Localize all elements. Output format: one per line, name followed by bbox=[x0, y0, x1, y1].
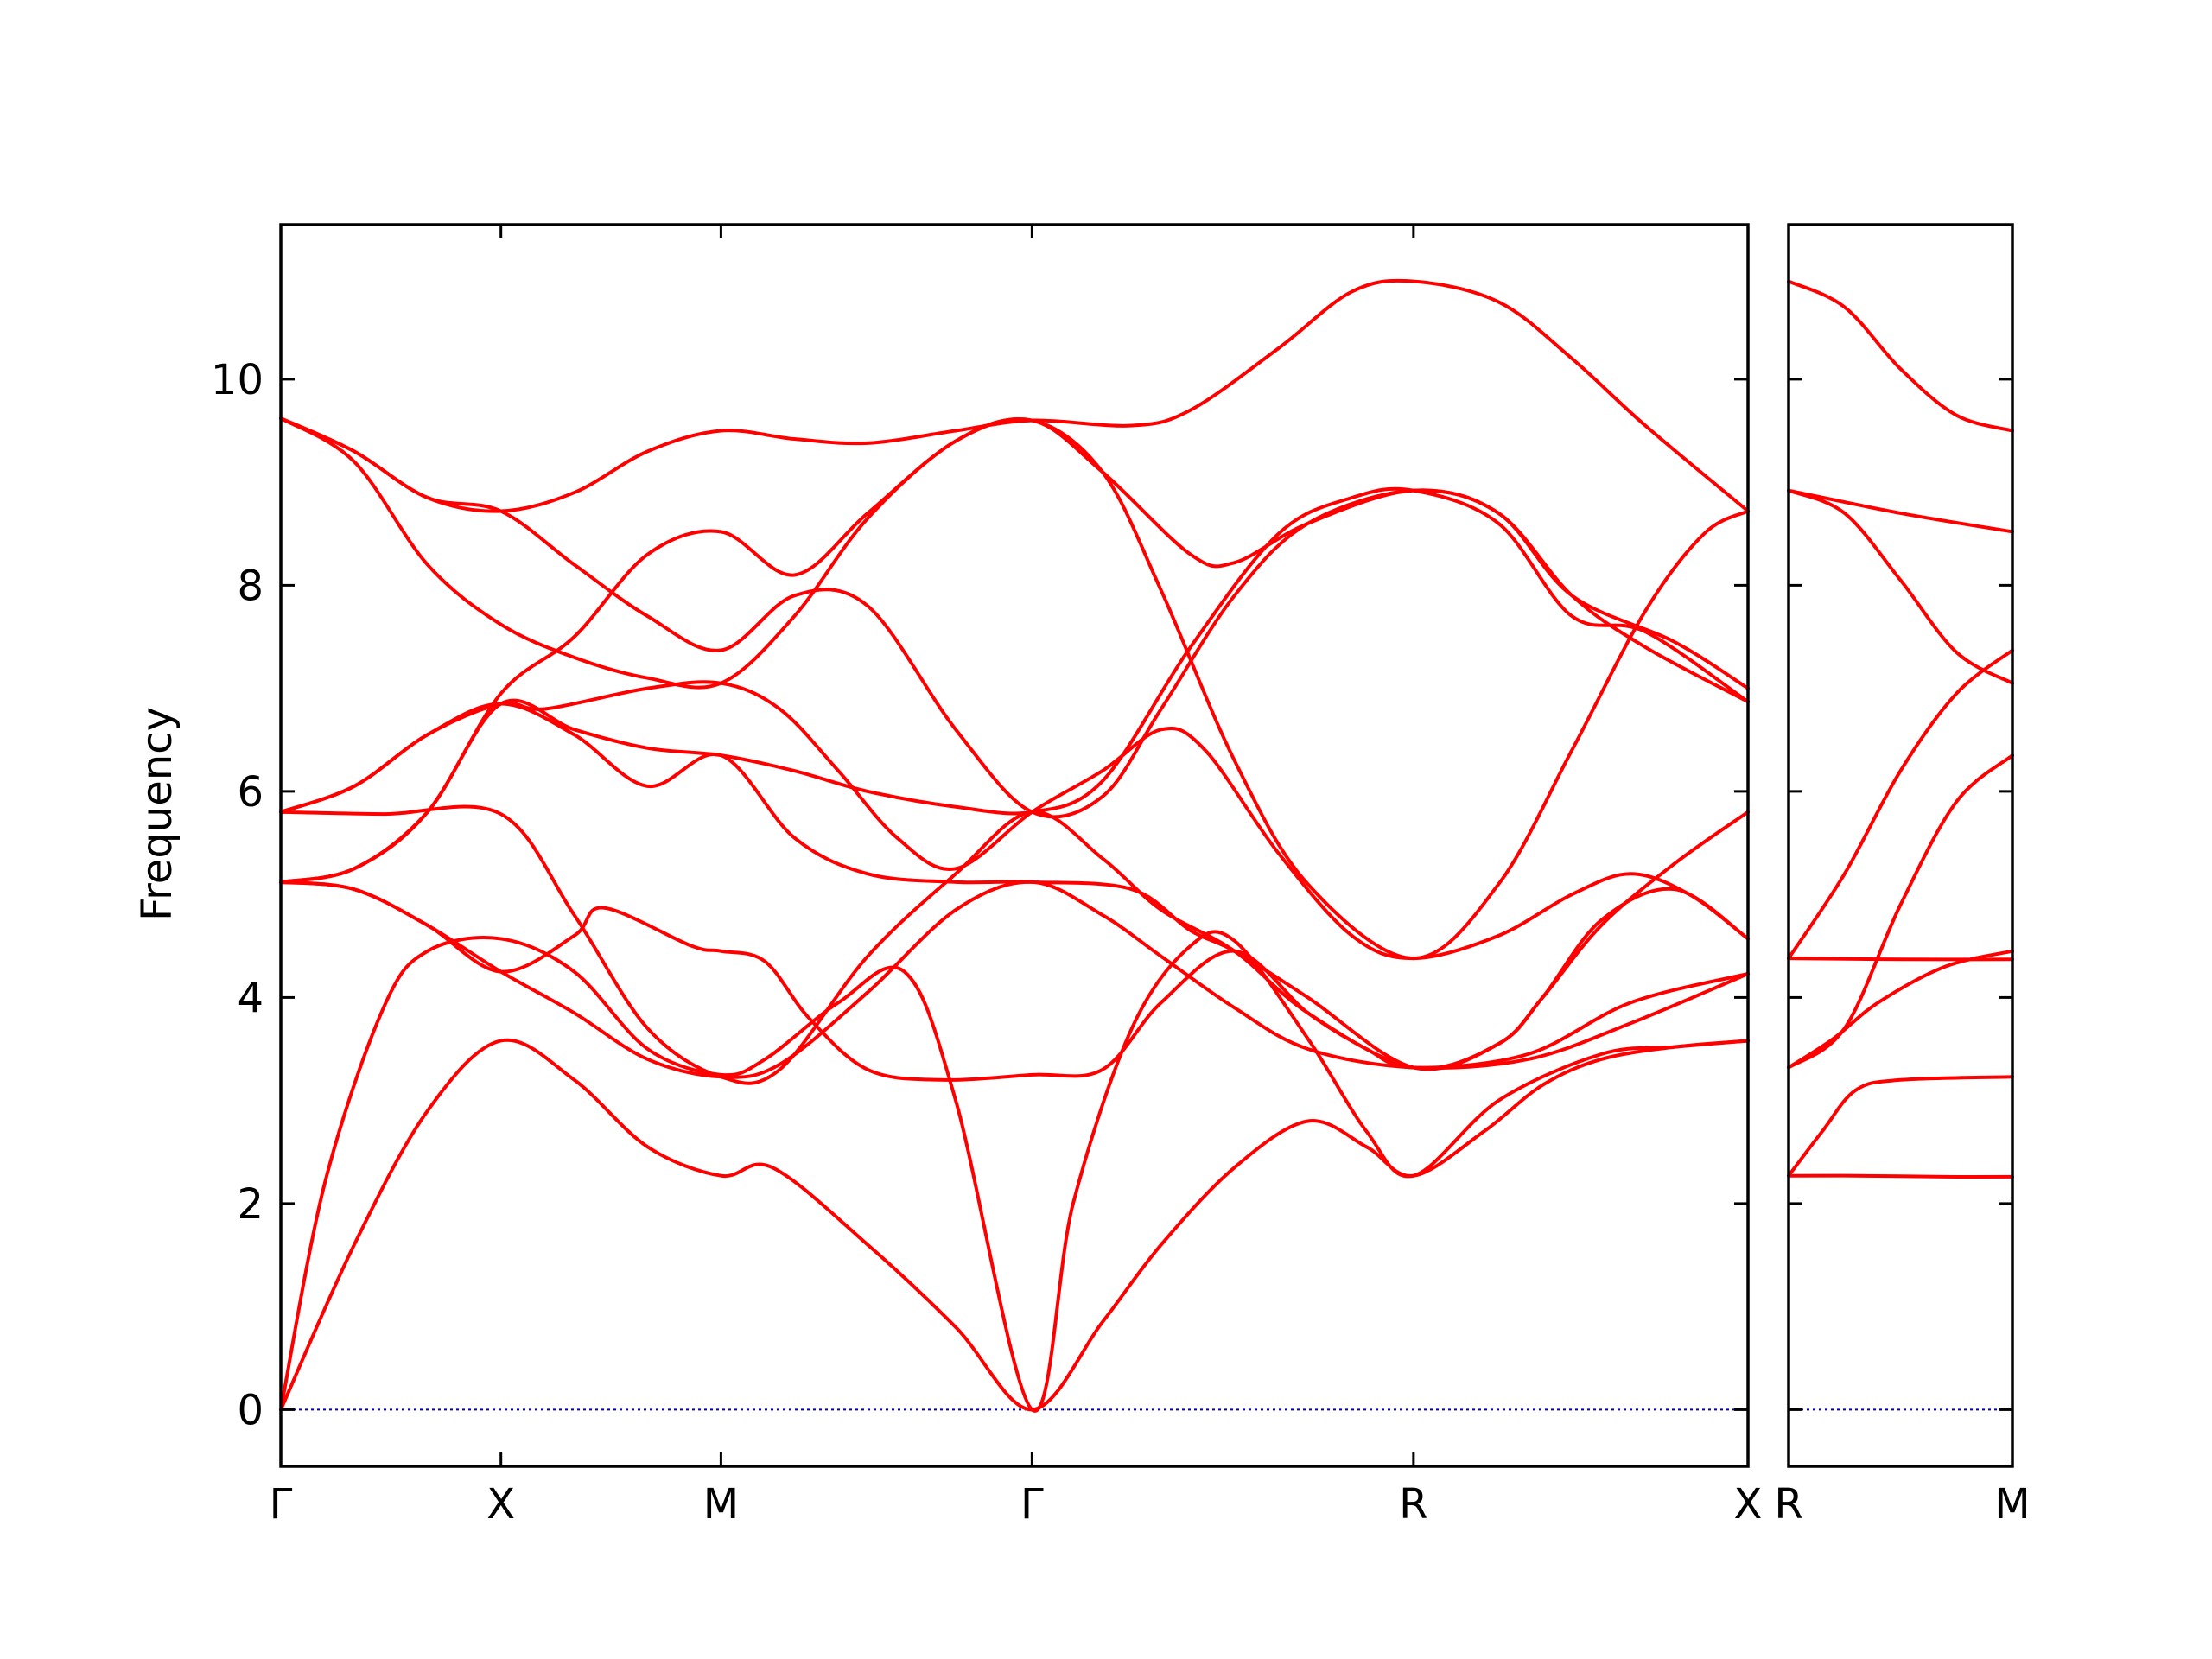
band-line-2 bbox=[279, 930, 1750, 1413]
band-line-7 bbox=[1787, 488, 2014, 685]
plot-frame bbox=[1787, 223, 2014, 1468]
band-line-3 bbox=[279, 880, 1750, 1079]
x-tick-label: Γ bbox=[270, 1480, 293, 1529]
x-tick-label: Γ bbox=[1020, 1480, 1044, 1529]
band-line-9 bbox=[1787, 279, 2014, 433]
band-line-1 bbox=[1787, 1173, 2014, 1179]
x-tick-label: R bbox=[1774, 1480, 1802, 1529]
band-line-6 bbox=[279, 702, 1750, 1071]
x-tick-label: R bbox=[1399, 1480, 1427, 1529]
band-line-6 bbox=[1787, 648, 2014, 961]
band-line-10 bbox=[279, 416, 1750, 819]
y-axis-label: Frequency bbox=[133, 707, 181, 921]
y-tick-label: 10 bbox=[211, 356, 264, 404]
band-line-1 bbox=[279, 1038, 1750, 1412]
band-line-11 bbox=[279, 278, 1750, 513]
band-line-4 bbox=[279, 880, 1750, 1082]
band-line-5 bbox=[1787, 753, 2014, 1070]
x-tick-label: M bbox=[703, 1480, 739, 1529]
y-tick-label: 6 bbox=[237, 768, 264, 817]
band-line-2 bbox=[1787, 1075, 2014, 1178]
band-line-12 bbox=[279, 417, 1750, 961]
y-tick-label: 8 bbox=[237, 562, 264, 610]
band-line-8 bbox=[1787, 488, 2014, 534]
band-line-8 bbox=[279, 486, 1750, 884]
x-tick-label: X bbox=[486, 1480, 515, 1529]
y-tick-label: 0 bbox=[237, 1386, 264, 1434]
x-tick-label: M bbox=[1994, 1480, 2030, 1529]
plot-frame bbox=[279, 223, 1750, 1468]
y-tick-label: 2 bbox=[237, 1180, 264, 1229]
main-path-panel: 0 2 4 6 8 10 Γ X M Γ R X bbox=[211, 223, 1763, 1529]
x-tick-label: X bbox=[1734, 1480, 1763, 1529]
y-tick-label: 4 bbox=[237, 974, 264, 1022]
band-line-4 bbox=[1787, 957, 2014, 962]
